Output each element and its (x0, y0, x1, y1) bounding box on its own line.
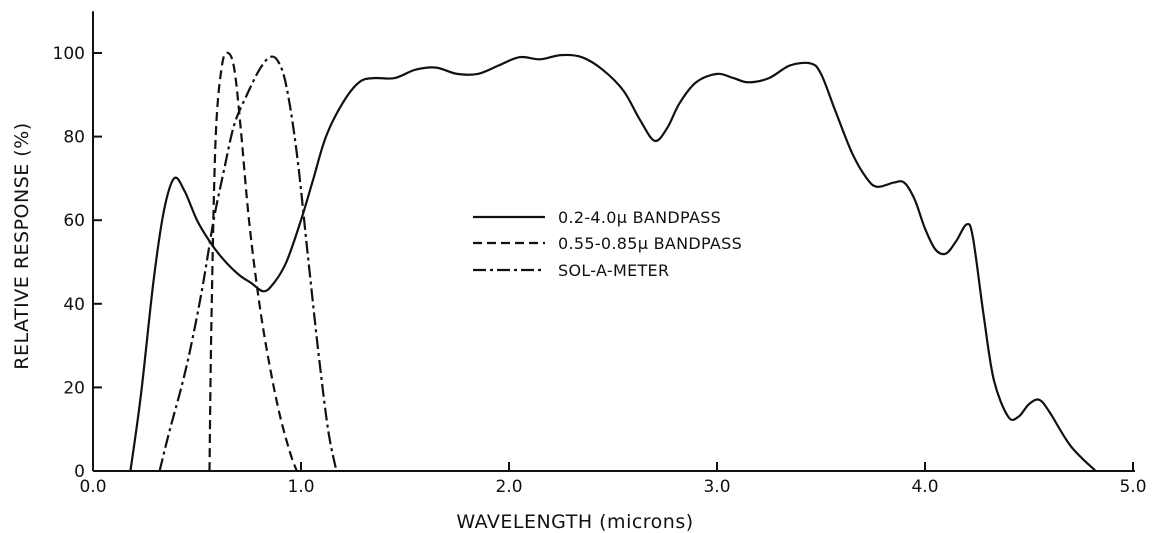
x-tick-label: 3.0 (703, 477, 730, 497)
axes (92, 11, 1135, 472)
y-tick-label: 100 (53, 44, 85, 64)
x-tick-label: 2.0 (495, 477, 522, 497)
legend-label: 0.55-0.85μ BANDPASS (558, 234, 742, 253)
x-tick-label: 0.0 (79, 477, 106, 497)
ticks: 0.0 1.0 2.0 3.0 4.0 5.0 0 20 40 60 80 100 (53, 44, 1147, 497)
y-tick-label: 80 (63, 128, 85, 148)
legend-label: SOL-A-METER (558, 261, 669, 280)
y-tick-label: 40 (63, 295, 85, 315)
series-layer (129, 51, 1097, 472)
legend: 0.2-4.0μ BANDPASS 0.55-0.85μ BANDPASS SOL-… (473, 208, 742, 280)
x-tick-label: 1.0 (287, 477, 314, 497)
series-line-dashdot (158, 55, 338, 472)
y-axis-label: RELATIVE RESPONSE (%) (11, 122, 33, 369)
x-tick-label: 5.0 (1119, 477, 1146, 497)
y-tick-label: 20 (63, 378, 85, 398)
x-tick-label: 4.0 (911, 477, 938, 497)
y-tick-label: 60 (63, 211, 85, 231)
legend-label: 0.2-4.0μ BANDPASS (558, 208, 721, 227)
x-axis-label: WAVELENGTH (microns) (456, 511, 693, 533)
y-tick-label: 0 (74, 462, 85, 482)
series-line-dashed (208, 51, 298, 472)
